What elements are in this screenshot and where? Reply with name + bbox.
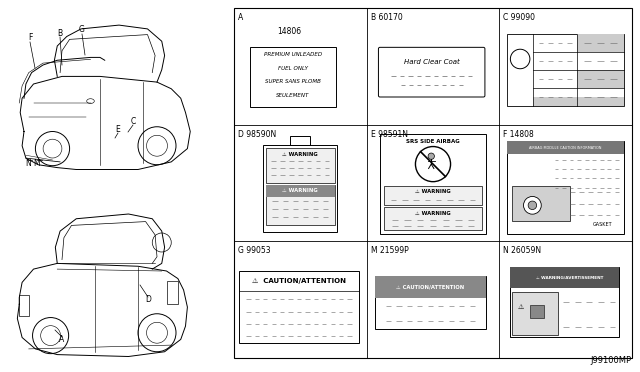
Text: AIRBAG MODULE CAUTION INFORMATION: AIRBAG MODULE CAUTION INFORMATION	[529, 145, 602, 150]
Text: D: D	[145, 295, 151, 305]
Bar	[19, 295, 29, 316]
Bar	[384, 186, 482, 205]
Bar	[234, 8, 632, 358]
Text: ⚠  CAUTION/ATTENTION: ⚠ CAUTION/ATTENTION	[252, 278, 346, 284]
Text: C: C	[131, 118, 136, 126]
Bar	[510, 267, 619, 288]
Bar	[508, 141, 624, 234]
Bar	[380, 134, 486, 234]
Text: GASKET: GASKET	[593, 222, 613, 228]
Text: M 21599P: M 21599P	[371, 246, 408, 255]
Text: 14806: 14806	[278, 27, 302, 36]
Text: PREMIUM UNLEADED: PREMIUM UNLEADED	[264, 52, 322, 58]
Text: SEULEMENT: SEULEMENT	[276, 93, 310, 97]
Text: ⚠ WARNING: ⚠ WARNING	[415, 189, 451, 195]
Bar	[508, 34, 624, 106]
Bar	[512, 186, 570, 221]
Bar	[384, 207, 482, 230]
Text: ⚠: ⚠	[518, 304, 524, 310]
Text: A: A	[60, 336, 65, 344]
Bar	[374, 276, 486, 329]
Text: ⚠ WARNING/AVERTISSEMENT: ⚠ WARNING/AVERTISSEMENT	[536, 276, 604, 279]
Text: G 99053: G 99053	[238, 246, 271, 255]
Text: F: F	[28, 33, 32, 42]
Text: ⚠ WARNING: ⚠ WARNING	[415, 211, 451, 215]
Text: SUPER SANS PLOMB: SUPER SANS PLOMB	[265, 79, 321, 84]
Bar	[577, 70, 624, 88]
Text: D 98590N: D 98590N	[238, 130, 276, 139]
Bar	[266, 185, 335, 225]
Text: Hard Clear Coat: Hard Clear Coat	[404, 59, 460, 65]
Text: M: M	[34, 158, 40, 167]
Bar	[239, 270, 358, 343]
Text: C 99090: C 99090	[503, 13, 535, 22]
Bar	[510, 267, 619, 337]
Text: N 26059N: N 26059N	[503, 246, 541, 255]
Bar	[250, 46, 336, 107]
Bar	[266, 148, 335, 183]
Bar	[533, 97, 624, 106]
Text: A: A	[238, 13, 243, 22]
Bar	[577, 34, 624, 52]
Circle shape	[428, 153, 435, 159]
Text: N: N	[25, 158, 31, 167]
Text: E 98591N: E 98591N	[371, 130, 408, 139]
Circle shape	[524, 196, 541, 214]
Text: ⚠ WARNING: ⚠ WARNING	[282, 152, 318, 157]
Bar	[374, 276, 486, 298]
Bar	[266, 185, 335, 197]
Text: G: G	[79, 26, 85, 35]
Text: FUEL ONLY: FUEL ONLY	[278, 66, 308, 71]
Text: J99100MP: J99100MP	[590, 356, 631, 365]
Bar	[291, 136, 310, 144]
Text: B: B	[58, 29, 63, 38]
Bar	[166, 280, 178, 304]
Text: ⚠ WARNING: ⚠ WARNING	[282, 188, 318, 193]
Text: SRS SIDE AIRBAG: SRS SIDE AIRBAG	[406, 138, 460, 144]
Bar	[531, 305, 544, 318]
Bar	[263, 144, 337, 232]
Text: B 60170: B 60170	[371, 13, 403, 22]
Text: ⚠ CAUTION/ATTENTION: ⚠ CAUTION/ATTENTION	[396, 285, 465, 290]
Bar	[508, 141, 624, 154]
Text: F 14808: F 14808	[503, 130, 534, 139]
Circle shape	[528, 201, 537, 209]
Bar	[512, 292, 558, 335]
Text: E: E	[116, 125, 120, 135]
